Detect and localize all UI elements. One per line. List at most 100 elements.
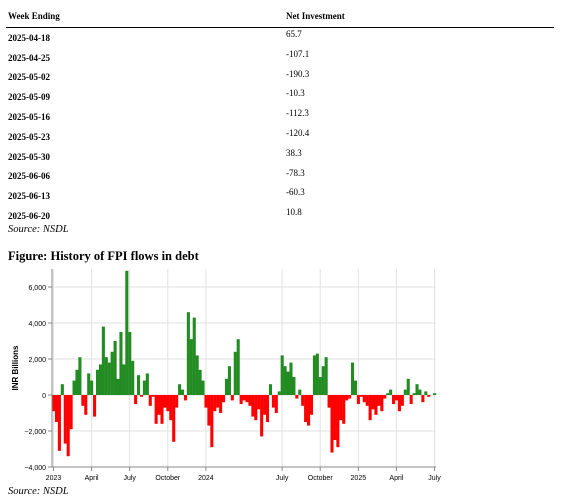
bar [84,395,88,415]
bar [350,362,355,395]
week-cell: 2025-05-23 [8,131,50,142]
bar [54,395,59,422]
bar [257,395,261,410]
bar [69,395,73,430]
header-week-ending: Week Ending [6,11,284,28]
bar [374,395,378,415]
bar [368,395,372,421]
bar [107,362,111,395]
bar [394,395,399,401]
bar [327,395,331,408]
y-tick-label: 6,000 [28,285,46,292]
bar [307,395,311,426]
table-row: 2025-06-20 10.8 [6,206,554,226]
bar [389,389,393,395]
bar [139,395,144,397]
chart-bars [52,270,437,457]
x-tick-label: July [276,475,289,482]
bar [66,395,70,457]
bar [421,395,425,403]
bar [260,395,264,437]
y-tick-label: −2,000 [24,429,46,436]
bar [90,380,94,395]
y-tick-label: 2,000 [28,357,46,364]
bar [145,373,149,395]
week-cell: 2025-05-16 [8,112,50,123]
bar [224,378,229,395]
week-cell: 2025-05-09 [8,92,50,103]
bar [201,380,205,395]
value-cell: 10.8 [286,207,302,218]
value-cell: -60.3 [286,187,305,198]
week-cell: 2025-04-18 [8,32,50,43]
bar [377,395,381,406]
bar [359,395,363,397]
week-cell: 2025-04-25 [8,52,50,63]
y-axis-label: INR Billions [11,345,20,390]
bar [263,395,267,415]
bar [274,395,278,413]
bar [134,395,138,404]
bar [195,355,199,395]
bar [216,395,220,408]
bar [348,395,352,399]
x-tick-label: July [428,475,441,482]
bar [160,395,164,424]
bar [183,395,187,401]
bar [245,395,249,403]
bar [283,366,287,395]
bar [122,364,126,395]
bar [280,355,284,395]
bar [172,395,176,442]
bar [265,395,270,422]
bar [304,395,308,422]
bar [339,395,343,421]
fpi-flows-bar-chart: −4,000 −2,000 0 2,000 4,000 6,000 2023 April Jul… [11,269,441,482]
table-row: 2025-04-25 -107.1 [6,48,554,68]
bar [318,377,322,395]
bar [342,395,346,424]
bar [148,395,152,406]
bar [239,395,243,404]
value-cell: -190.3 [286,68,310,79]
bar [142,380,146,395]
bar [292,377,296,395]
x-tick-label: October [155,475,181,482]
x-tick-label: April [389,475,403,482]
x-tick-label: 2023 [46,475,62,482]
bar [213,395,217,412]
bar [236,339,240,395]
bar [324,357,328,395]
bar [345,395,349,401]
value-cell: 65.7 [286,29,302,39]
bar [268,384,272,395]
bar [365,395,369,406]
bar [219,395,223,413]
bar [57,395,61,451]
bar [371,395,375,410]
bar [163,395,167,408]
bar [383,395,387,399]
bar [137,375,141,395]
bar [52,395,56,412]
bar [204,395,208,408]
bar [418,389,422,395]
bar [403,389,407,395]
bar [333,395,337,440]
bar [254,395,258,421]
bar [353,380,357,395]
bar [113,341,117,395]
bar [233,351,237,395]
bar [93,395,97,417]
bar [189,339,193,395]
bar [415,384,419,395]
bar [98,364,102,395]
bar [104,357,108,395]
table-source: Source: NSDL [8,224,69,235]
bar [119,332,123,395]
bar [301,395,305,406]
week-cell: 2025-06-13 [8,191,50,202]
bar [298,389,302,395]
figure-source: Source: NSDL [8,486,69,497]
bar [433,393,437,395]
